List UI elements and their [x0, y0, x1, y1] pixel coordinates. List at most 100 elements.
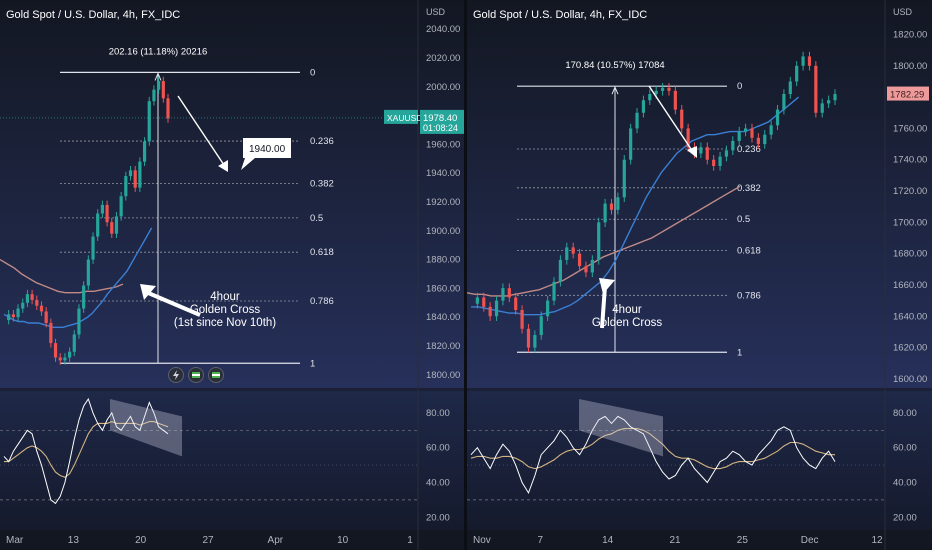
candle-body	[699, 147, 703, 154]
candle-body	[520, 310, 524, 329]
time-axis-bg	[0, 530, 464, 550]
candle-body	[769, 125, 773, 135]
fib-level-label: 0.618	[737, 246, 761, 257]
flag-stripe	[192, 374, 200, 376]
candle-body	[494, 300, 499, 317]
divergence-channel	[110, 399, 182, 457]
chart-title: Gold Spot / U.S. Dollar, 4h, FX_IDC	[6, 9, 180, 21]
candle-body	[488, 306, 492, 317]
last-price-tag	[420, 109, 464, 134]
flag-stripe	[212, 374, 220, 376]
last-price-value: 1978.40	[423, 113, 457, 124]
candle-body	[712, 159, 716, 166]
panel-divider	[464, 0, 467, 550]
candle-body	[667, 87, 671, 91]
time-tick-label: 10	[337, 535, 349, 546]
candle-body	[119, 196, 123, 217]
time-tick-label: Nov	[473, 535, 491, 546]
divergence-channel	[579, 399, 663, 457]
candle-body	[133, 170, 137, 188]
projection-arrow	[177, 95, 227, 169]
price-tick-label: 1660.00	[893, 280, 927, 291]
target-label: 1940.00	[249, 144, 286, 155]
candle-body	[82, 285, 86, 309]
fib-level-label: 1	[737, 347, 742, 358]
candle-body	[96, 213, 100, 237]
candle-body	[635, 112, 639, 129]
annotation-arrowhead	[140, 284, 156, 300]
price-tick-label: 1920.00	[426, 197, 460, 208]
candle-body	[63, 357, 67, 361]
price-tick-label: 1640.00	[893, 311, 927, 322]
price-tick-label: 2020.00	[426, 53, 460, 64]
annotation-arrow	[600, 285, 607, 329]
candle-body	[16, 308, 20, 318]
time-tick-label: 7	[538, 535, 544, 546]
price-tick-label: 1820.00	[426, 341, 460, 352]
candle-body	[616, 197, 620, 210]
candle-body	[482, 297, 486, 307]
fib-level-label: 0.618	[310, 247, 334, 258]
fib-level-label: 0.5	[310, 213, 323, 224]
annotation-text: 4hour	[612, 304, 642, 316]
time-tick-label: 13	[68, 535, 80, 546]
candle-body	[138, 161, 142, 188]
projection-arrow	[648, 85, 694, 153]
candle-body	[795, 65, 799, 82]
annotation-text: Golden Cross	[190, 304, 261, 316]
rsi-tick-label: 20.00	[426, 512, 450, 523]
time-tick-label: 25	[737, 535, 749, 546]
chart-panel-2: USD 1820.00 1800.00 1 7 80.00 1760.00 1740.00 17…	[466, 0, 932, 550]
fib-level-label: 0	[310, 67, 315, 78]
candle-body	[654, 90, 658, 94]
candle-body	[577, 253, 582, 267]
candle-body	[782, 94, 786, 110]
candle-body	[72, 334, 76, 352]
price-pane-bg	[0, 0, 464, 388]
candle-body	[124, 176, 128, 197]
measure-arrowhead	[611, 85, 619, 95]
candle-body	[546, 300, 550, 317]
rsi-line	[3, 397, 169, 505]
ma-fast-line	[471, 96, 800, 316]
candle-body	[11, 314, 15, 318]
candle-body	[552, 281, 556, 301]
candle-body	[807, 56, 812, 66]
candle-body	[166, 98, 170, 119]
candle-body	[501, 288, 505, 301]
rsi-tick-label: 40.00	[426, 478, 450, 489]
price-tick-label: 1880.00	[426, 255, 460, 266]
currency-label: USD	[426, 7, 446, 17]
candle-body	[68, 351, 72, 358]
candle-body	[603, 203, 607, 223]
price-tick-label: 1740.00	[893, 155, 927, 166]
candle-body	[533, 335, 537, 348]
candle-body	[21, 302, 25, 309]
candle-body	[724, 150, 729, 157]
candle-body	[147, 101, 151, 142]
candle-body	[86, 259, 90, 286]
annotation-text: 4hour	[210, 291, 240, 303]
candle-body	[77, 308, 81, 335]
candle-body	[91, 236, 95, 260]
candle-body	[128, 170, 133, 177]
price-tick-label: 1620.00	[893, 343, 927, 354]
price-tick-label: 1960.00	[426, 139, 460, 150]
candle-body	[763, 134, 767, 145]
rsi-tick-label: 60.00	[426, 443, 450, 454]
candle-body	[718, 156, 722, 166]
candle-body	[673, 90, 677, 110]
candle-body	[584, 266, 588, 273]
time-tick-label: Dec	[801, 535, 819, 546]
time-axis-bg	[467, 530, 932, 550]
price-tick-label: 1680.00	[893, 249, 927, 260]
candle-body	[750, 128, 754, 138]
candle-body	[475, 297, 479, 304]
countdown-value: 01:08:24	[423, 123, 458, 133]
rsi-ma-line	[470, 428, 835, 470]
currency-label: USD	[893, 7, 913, 17]
candle-body	[705, 147, 709, 160]
price-tick-label: 1600.00	[893, 374, 927, 385]
candle-body	[142, 141, 147, 162]
rsi-pane-bg	[0, 391, 464, 530]
